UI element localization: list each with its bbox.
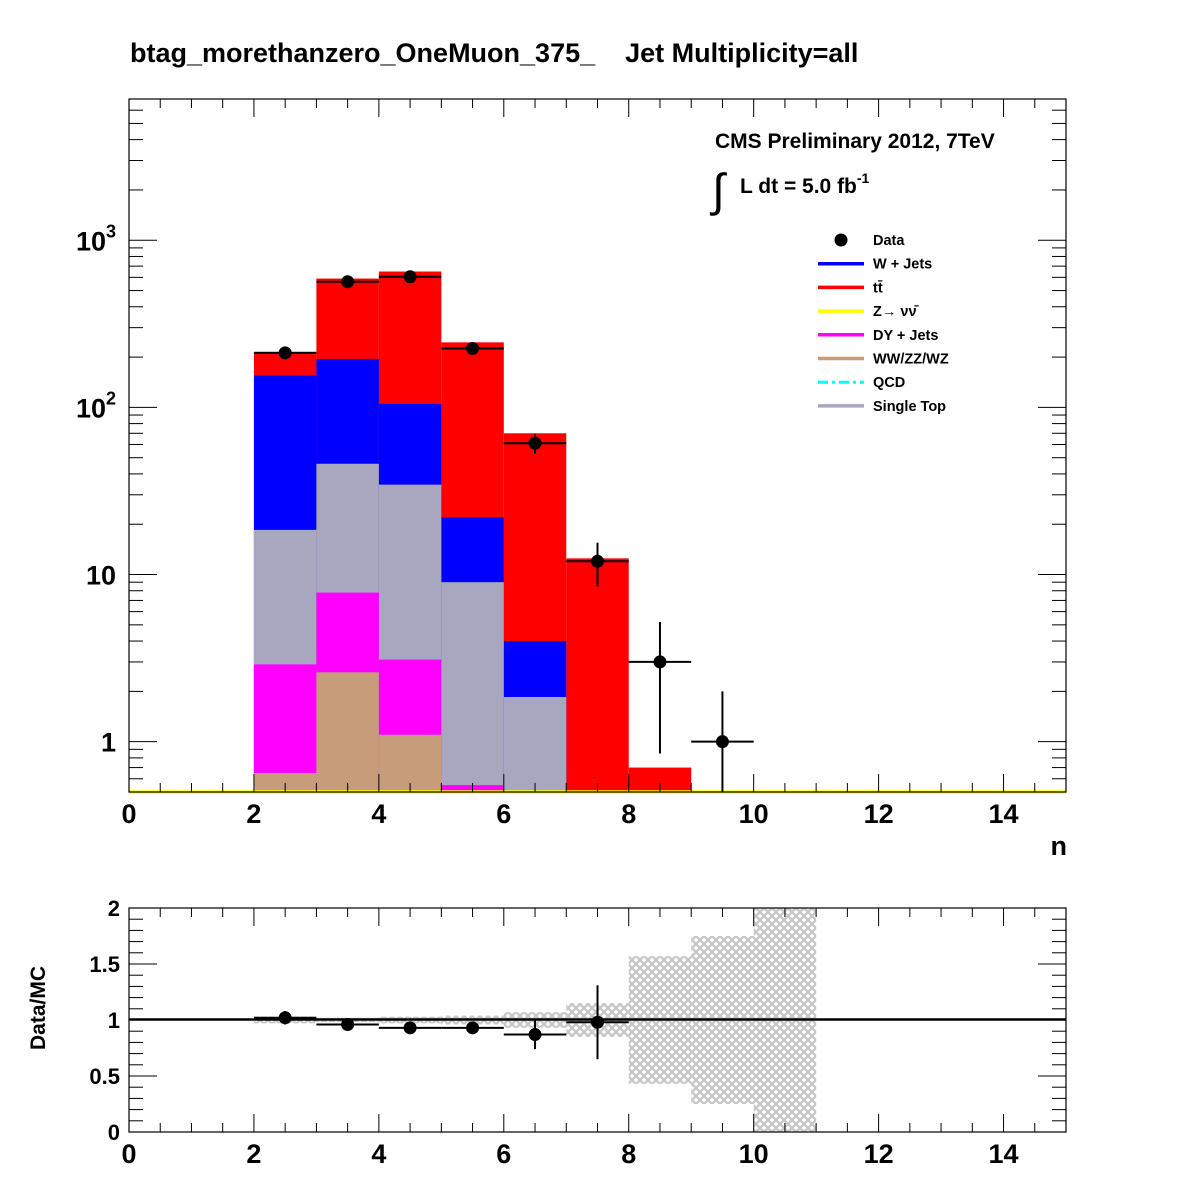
data-point	[341, 275, 355, 289]
legend-label: Data	[873, 233, 905, 249]
data-point	[715, 735, 729, 749]
chart-title: btag_morethanzero_OneMuon_375_ Jet Multi…	[130, 38, 858, 68]
ratio-x-tick-label: 14	[989, 1139, 1019, 1169]
ratio-x-axis: 0 2 4 6 8 10 12 14	[121, 908, 1067, 1169]
x-tick-label: 2	[246, 799, 261, 829]
legend-item: W + Jets	[818, 257, 932, 273]
data-points	[253, 270, 754, 792]
legend-item: DY + Jets	[818, 328, 938, 344]
ratio-point	[278, 1011, 292, 1025]
ratio-x-tick-label: 8	[621, 1139, 636, 1169]
x-axis-label: n	[1051, 831, 1068, 861]
data-point	[528, 436, 542, 450]
y-tick-label: 10	[86, 561, 116, 591]
integral-symbol: ∫	[709, 164, 727, 216]
singletop-bar	[441, 582, 504, 792]
stacked-histogram	[129, 271, 1066, 794]
legend-label: tt̄	[873, 279, 883, 296]
lumi-value: L dt = 5.0 fb	[740, 175, 857, 198]
legend-label: Z→ νν̄	[873, 304, 920, 320]
cms-label: CMS Preliminary 2012, 7TeV	[715, 130, 995, 153]
ratio-point	[341, 1017, 355, 1031]
ratio-x-tick-label: 4	[371, 1139, 386, 1169]
main-x-axis: 0 2 4 6 8 10 12 14	[121, 99, 1067, 829]
x-tick-label: 8	[621, 799, 636, 829]
legend-item: Data	[834, 233, 905, 249]
ratio-y-tick-label: 2	[108, 896, 120, 921]
legend-item: Z→ νν̄	[818, 304, 920, 320]
x-tick-label: 4	[371, 799, 386, 829]
legend-item: WW/ZZ/WZ	[818, 352, 949, 368]
data-point	[403, 270, 417, 284]
ratio-y-tick-label: 1	[108, 1008, 120, 1033]
diboson-bar	[378, 734, 442, 792]
legend-label: DY + Jets	[873, 328, 938, 344]
ratio-x-tick-label: 0	[121, 1139, 136, 1169]
y-tick-label: 102	[76, 388, 116, 423]
data-point	[653, 655, 667, 669]
ratio-plot: 0 2 4 6 8 10 12 14 0 0.5 1 1.5 2 Data/MC	[27, 896, 1067, 1169]
ttbar-bar	[566, 558, 629, 792]
legend-label: Single Top	[873, 399, 946, 415]
ratio-point	[403, 1021, 417, 1035]
x-tick-label: 12	[864, 799, 894, 829]
ratio-point	[528, 1028, 542, 1042]
legend-item: QCD	[818, 375, 905, 391]
ratio-points	[253, 985, 629, 1060]
ratio-point	[591, 1015, 604, 1029]
data-point	[278, 346, 292, 360]
ratio-y-tick-label: 0.5	[89, 1064, 120, 1089]
ratio-x-tick-label: 2	[246, 1139, 261, 1169]
x-tick-label: 0	[121, 799, 136, 829]
x-tick-label: 6	[496, 799, 511, 829]
ratio-x-tick-label: 6	[496, 1139, 511, 1169]
ratio-y-axis: 0 0.5 1 1.5 2	[89, 896, 1066, 1145]
ratio-y-axis-label: Data/MC	[27, 966, 50, 1050]
legend-label: WW/ZZ/WZ	[873, 352, 949, 368]
ratio-point	[466, 1021, 480, 1035]
dy-bar	[253, 664, 317, 792]
lumi-exponent: -1	[857, 170, 870, 186]
main-y-axis: 1 10 102 103	[76, 98, 1066, 793]
data-point	[466, 342, 480, 356]
svg-text:L dt = 5.0 fb-1: L dt = 5.0 fb-1	[740, 170, 870, 198]
legend-label: W + Jets	[873, 257, 932, 273]
ratio-x-tick-label: 12	[864, 1139, 894, 1169]
ratio-y-tick-label: 1.5	[89, 952, 120, 977]
diboson-bar	[316, 672, 379, 792]
legend-label: QCD	[873, 375, 905, 391]
diboson-bar	[253, 772, 317, 792]
legend: Data W + Jets tt̄ Z→ νν̄ DY + Jets WW/ZZ/WZ QC…	[818, 233, 949, 415]
ratio-y-tick-label: 0	[108, 1120, 120, 1145]
x-tick-label: 14	[989, 799, 1019, 829]
legend-item: tt̄	[818, 279, 883, 296]
luminosity-label: ∫ L dt = 5.0 fb-1	[709, 164, 870, 216]
ratio-x-tick-label: 10	[739, 1139, 769, 1169]
y-tick-label: 1	[101, 728, 116, 758]
data-point	[591, 554, 604, 568]
legend-item: Single Top	[818, 399, 946, 415]
main-plot: 0 2 4 6 8 10 12 14 1 10 102 103 n CMS Preliminary …	[76, 98, 1068, 861]
y-tick-label: 103	[76, 221, 116, 256]
singletop-bar	[503, 697, 567, 792]
legend-marker	[834, 233, 848, 247]
x-tick-label: 10	[739, 799, 769, 829]
